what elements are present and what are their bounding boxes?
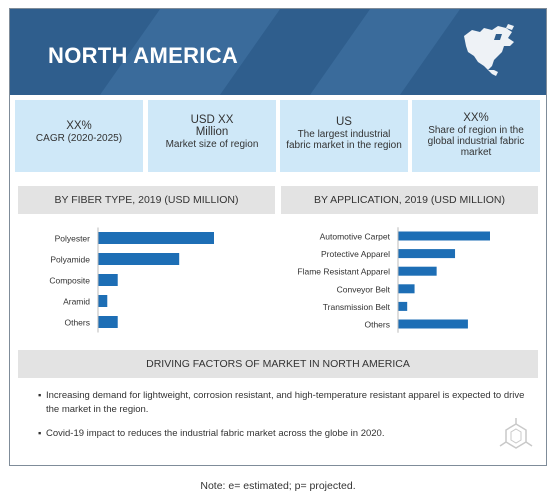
category-label: Polyester <box>55 234 91 244</box>
driver-item: ▪ Covid-19 impact to reduces the industr… <box>38 427 526 441</box>
category-label: Others <box>64 318 90 328</box>
bar-aramid <box>98 295 108 307</box>
bar-polyamide <box>98 253 180 265</box>
bar-polyester <box>98 232 214 244</box>
category-label: Conveyor Belt <box>337 284 391 294</box>
stat-region-share-label: Share of region in the global industrial… <box>427 125 525 158</box>
stat-region-share: XX% Share of region in the global indust… <box>412 100 540 172</box>
stat-region-share-value: XX% <box>463 112 489 124</box>
category-label: Polyamide <box>50 255 90 265</box>
driver-item: ▪ Increasing demand for lightweight, cor… <box>38 389 526 417</box>
bar-others <box>98 316 118 328</box>
bar-flame-resistant-apparel <box>398 266 437 276</box>
stat-market-size-value: USD XX Million <box>190 114 234 138</box>
stat-largest-market-value: US <box>336 116 352 128</box>
category-label: Composite <box>49 276 90 286</box>
footnote: Note: e= estimated; p= projected. <box>200 480 356 492</box>
driver-item-text: Covid-19 impact to reduces the industria… <box>46 428 385 439</box>
bar-automotive-carpet <box>398 231 490 241</box>
stat-cagr-label: CAGR (2020-2025) <box>35 133 123 144</box>
driving-factors-heading: DRIVING FACTORS OF MARKET IN NORTH AMERI… <box>18 350 538 378</box>
category-label: Protective Apparel <box>321 249 390 259</box>
page-title: NORTH AMERICA <box>48 43 239 68</box>
infographic-frame <box>9 8 547 466</box>
north-america-map-icon <box>464 24 514 76</box>
bar-protective-apparel <box>398 249 456 259</box>
application-chart-title: BY APPLICATION, 2019 (USD MILLION) <box>281 186 538 214</box>
fiber-type-bar-chart: Polyester Polyamide Composite Aramid Others <box>49 227 214 333</box>
stat-cagr-value: XX% <box>66 120 92 132</box>
stat-largest-market: US The largest industrial fabric market … <box>280 100 408 172</box>
bar-conveyor-belt <box>398 284 415 294</box>
header-banner <box>10 9 546 95</box>
category-label: Others <box>364 320 390 330</box>
stat-market-size: USD XX Million Market size of region <box>148 100 276 172</box>
category-label: Flame Resistant Apparel <box>297 267 390 277</box>
stat-largest-market-label: The largest industrial fabric market in … <box>286 129 402 151</box>
stat-cagr: XX% CAGR (2020-2025) <box>15 100 143 172</box>
category-label: Transmission Belt <box>323 302 391 312</box>
bar-transmission-belt <box>398 301 408 311</box>
bar-others <box>398 319 468 329</box>
bar-composite <box>98 274 118 286</box>
bullet-icon: ▪ <box>38 390 42 401</box>
application-bar-chart: Automotive Carpet Protective Apparel Flame… <box>297 227 490 333</box>
category-label: Aramid <box>63 297 90 307</box>
category-label: Automotive Carpet <box>320 232 391 242</box>
molecule-icon <box>499 418 533 449</box>
bullet-icon: ▪ <box>38 428 42 439</box>
driver-item-text: Increasing demand for lightweight, corro… <box>46 390 525 415</box>
stat-market-size-label: Market size of region <box>165 139 259 150</box>
fiber-type-chart-title: BY FIBER TYPE, 2019 (USD MILLION) <box>18 186 275 214</box>
